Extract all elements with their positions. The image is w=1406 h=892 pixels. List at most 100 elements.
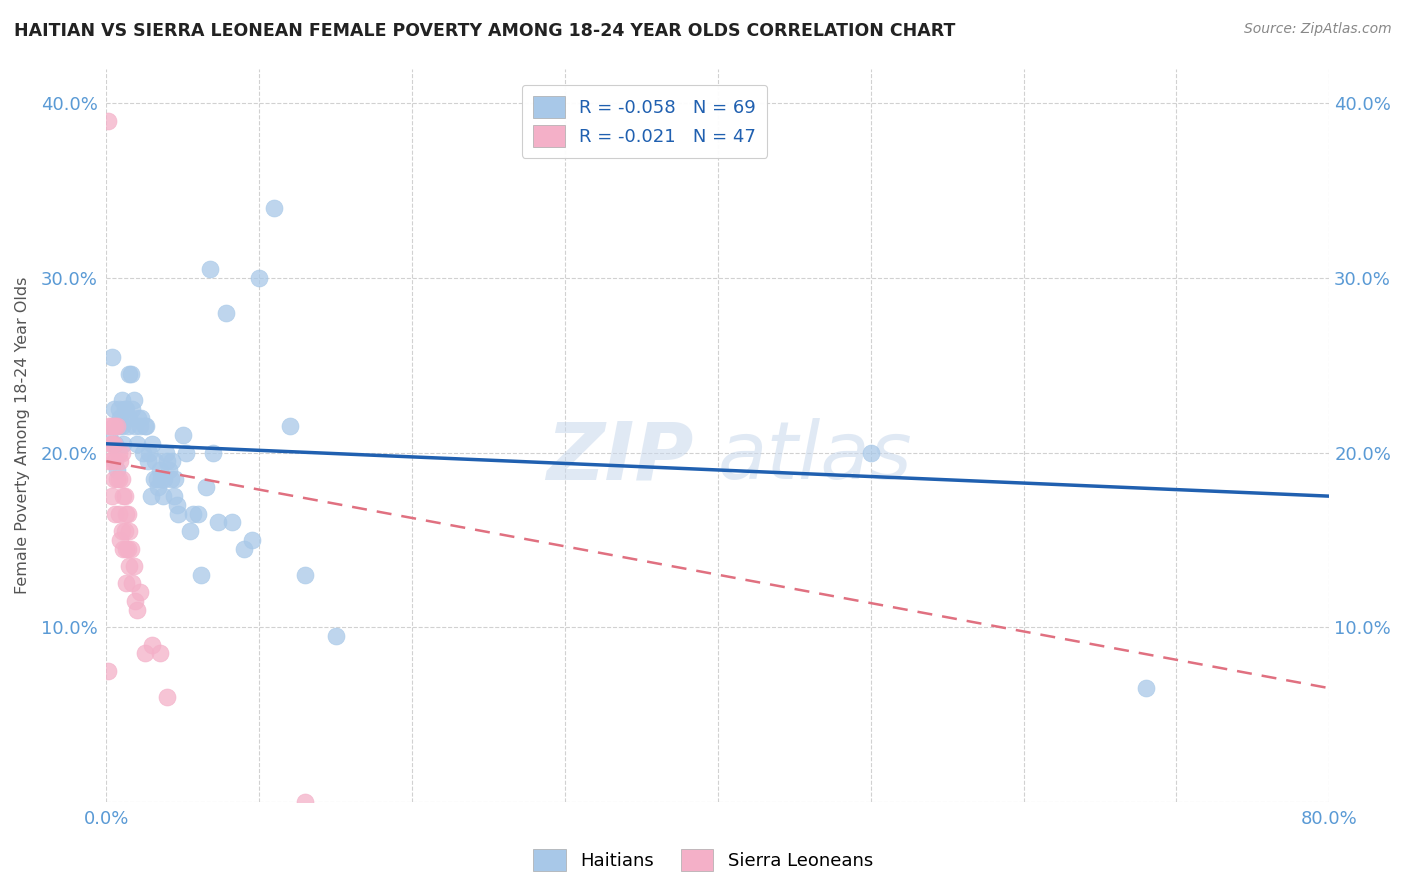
Point — [190, 567, 212, 582]
Point — [155, 445, 177, 459]
Point — [103, 419, 125, 434]
Point — [200, 262, 222, 277]
Point — [132, 445, 155, 459]
Point — [108, 410, 131, 425]
Point — [162, 489, 184, 503]
Point — [149, 463, 172, 477]
Point — [859, 445, 882, 459]
Point — [187, 507, 209, 521]
Point — [157, 463, 180, 477]
Point — [167, 507, 190, 521]
Point — [97, 114, 120, 128]
Point — [141, 638, 163, 652]
Point — [103, 437, 125, 451]
Point — [136, 454, 159, 468]
Legend: Haitians, Sierra Leoneans: Haitians, Sierra Leoneans — [526, 842, 880, 879]
Text: atlas: atlas — [718, 418, 912, 496]
Point — [114, 524, 136, 538]
Legend: R = -0.058   N = 69, R = -0.021   N = 47: R = -0.058 N = 69, R = -0.021 N = 47 — [522, 85, 768, 158]
Point — [117, 419, 139, 434]
Point — [105, 463, 128, 477]
Point — [153, 472, 176, 486]
Point — [97, 664, 120, 678]
Point — [124, 419, 146, 434]
Point — [142, 472, 165, 486]
Point — [112, 541, 135, 556]
Point — [110, 393, 132, 408]
Point — [100, 437, 122, 451]
Point — [104, 507, 127, 521]
Text: HAITIAN VS SIERRA LEONEAN FEMALE POVERTY AMONG 18-24 YEAR OLDS CORRELATION CHART: HAITIAN VS SIERRA LEONEAN FEMALE POVERTY… — [14, 22, 956, 40]
Point — [101, 350, 124, 364]
Point — [104, 437, 127, 451]
Point — [294, 795, 316, 809]
Point — [232, 541, 254, 556]
Point — [141, 437, 163, 451]
Point — [112, 489, 135, 503]
Point — [131, 410, 153, 425]
Point — [120, 541, 142, 556]
Point — [125, 437, 148, 451]
Point — [240, 533, 263, 547]
Point — [139, 489, 162, 503]
Point — [107, 507, 129, 521]
Point — [118, 524, 141, 538]
Point — [294, 567, 316, 582]
Point — [112, 437, 135, 451]
Point — [148, 480, 170, 494]
Point — [114, 401, 136, 416]
Point — [115, 507, 138, 521]
Point — [152, 489, 174, 503]
Point — [124, 594, 146, 608]
Point — [98, 454, 121, 468]
Point — [117, 541, 139, 556]
Point — [122, 393, 145, 408]
Y-axis label: Female Poverty Among 18-24 Year Olds: Female Poverty Among 18-24 Year Olds — [15, 277, 30, 594]
Point — [194, 480, 217, 494]
Point — [115, 576, 138, 591]
Point — [129, 585, 152, 599]
Point — [325, 629, 347, 643]
Point — [110, 472, 132, 486]
Point — [101, 437, 124, 451]
Point — [107, 472, 129, 486]
Point — [118, 558, 141, 573]
Point — [103, 401, 125, 416]
Point — [221, 516, 243, 530]
Text: ZIP: ZIP — [546, 418, 693, 496]
Point — [108, 454, 131, 468]
Point — [118, 410, 141, 425]
Point — [98, 428, 121, 442]
Point — [263, 201, 285, 215]
Point — [117, 507, 139, 521]
Point — [105, 419, 128, 434]
Point — [165, 472, 187, 486]
Point — [122, 558, 145, 573]
Point — [100, 454, 122, 468]
Point — [103, 472, 125, 486]
Point — [172, 428, 194, 442]
Point — [135, 419, 157, 434]
Point — [160, 454, 183, 468]
Point — [110, 419, 132, 434]
Point — [105, 472, 128, 486]
Point — [107, 401, 129, 416]
Point — [110, 524, 132, 538]
Point — [179, 524, 201, 538]
Point — [183, 507, 205, 521]
Point — [110, 445, 132, 459]
Point — [115, 541, 138, 556]
Point — [104, 454, 127, 468]
Point — [115, 401, 138, 416]
Point — [120, 367, 142, 381]
Point — [107, 445, 129, 459]
Text: Source: ZipAtlas.com: Source: ZipAtlas.com — [1244, 22, 1392, 37]
Point — [107, 419, 129, 434]
Point — [138, 445, 160, 459]
Point — [127, 410, 149, 425]
Point — [100, 419, 122, 434]
Point — [159, 472, 181, 486]
Point — [247, 271, 270, 285]
Point — [101, 489, 124, 503]
Point — [1135, 681, 1157, 695]
